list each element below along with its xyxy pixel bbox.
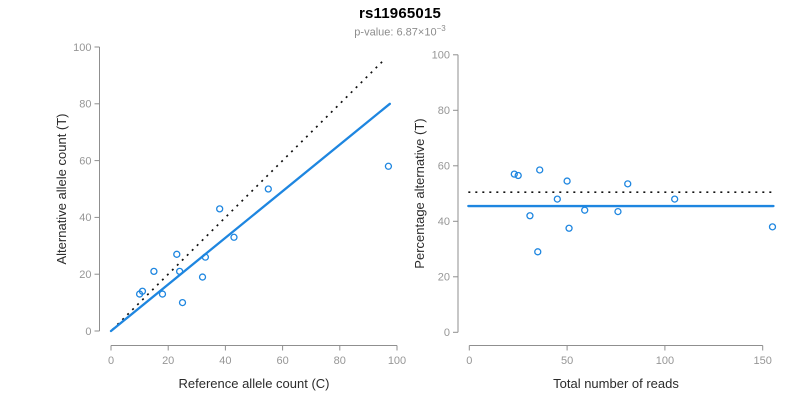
y-tick-label: 0: [444, 327, 450, 339]
data-point: [614, 207, 622, 216]
y-tick-label: 80: [438, 105, 450, 117]
x-tick-label: 100: [388, 355, 406, 367]
allele-count-scatter: 0 20 40 60 80 100 0 20 40 60 80 100 Reference allele…: [54, 42, 406, 391]
data-point: [175, 267, 184, 276]
percentage-alternative-scatter: 0 20 40 60 80 100 0 50 100 150 Total number of rea…: [412, 50, 777, 391]
y-tick-label: 20: [79, 269, 91, 281]
x-tick-label: 20: [162, 355, 174, 367]
y-tick-label: 100: [432, 50, 450, 62]
x-tick-label: 150: [754, 355, 772, 367]
data-point: [526, 212, 534, 220]
data-point: [138, 287, 147, 295]
data-point: [158, 290, 167, 298]
data-point: [173, 250, 181, 258]
data-point: [514, 171, 522, 180]
data-point: [150, 267, 158, 276]
y-tick-label: 0: [85, 326, 91, 338]
x-tick-label: 0: [466, 355, 472, 367]
x-tick-label: 50: [561, 355, 573, 367]
x-tick-label: 80: [334, 355, 346, 367]
x-axis-title: Reference allele count (C): [178, 376, 329, 391]
data-point: [581, 206, 589, 214]
x-tick-label: 60: [276, 355, 288, 367]
fit-line: [109, 102, 392, 333]
data-point: [264, 185, 272, 193]
data-point: [768, 223, 777, 231]
data-point: [178, 298, 187, 307]
data-point: [671, 195, 679, 203]
x-tick-label: 0: [108, 355, 114, 367]
data-point: [198, 273, 207, 281]
y-axis-title: Alternative allele count (T): [54, 113, 69, 264]
data-point: [624, 180, 632, 188]
data-point: [230, 233, 238, 241]
data-point: [553, 195, 561, 203]
y-tick-label: 80: [79, 99, 91, 111]
x-tick-label: 100: [656, 355, 674, 367]
data-point: [565, 224, 573, 232]
data-point: [201, 253, 210, 261]
y-tick-label: 20: [438, 272, 450, 284]
x-axis-title: Total number of reads: [553, 376, 679, 391]
data-point: [563, 177, 571, 185]
data-point: [384, 162, 393, 170]
data-point: [216, 205, 224, 213]
x-tick-label: 40: [219, 355, 231, 367]
y-tick-label: 100: [73, 42, 91, 54]
y-tick-label: 60: [79, 155, 91, 167]
data-point: [534, 248, 542, 256]
y-tick-label: 40: [79, 212, 91, 224]
data-point: [536, 166, 544, 174]
identity-line: [111, 57, 387, 331]
data-point: [510, 170, 518, 178]
y-tick-label: 40: [438, 216, 450, 228]
y-axis-title: Percentage alternative (T): [412, 118, 427, 268]
y-tick-label: 60: [438, 161, 450, 173]
